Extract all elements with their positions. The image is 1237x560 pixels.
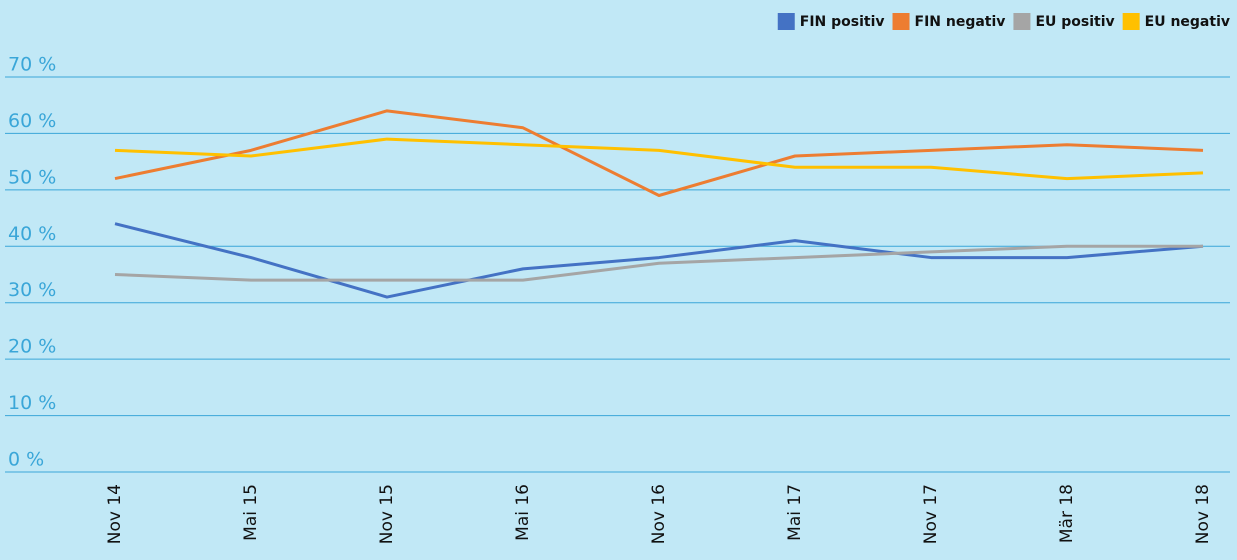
x-tick-label: Nov 16 (649, 484, 669, 544)
y-tick-label: 50 % (8, 166, 56, 188)
legend-swatch (1122, 13, 1140, 30)
series-line (114, 137, 1204, 181)
series-line (114, 109, 1204, 197)
legend-swatch (1013, 13, 1031, 30)
y-tick-label: 20 % (8, 336, 56, 358)
y-tick-label: 10 % (8, 392, 56, 414)
y-tick-label: 30 % (8, 279, 56, 301)
x-tick-label: Nov 18 (1193, 484, 1213, 544)
series-line (114, 244, 1203, 282)
x-tick-label: Mär 18 (1057, 484, 1077, 543)
y-tick-label: 0 % (8, 449, 44, 471)
y-tick-label: 60 % (8, 110, 56, 132)
legend-label: EU negativ (1145, 14, 1230, 30)
legend-swatch (777, 13, 795, 30)
x-tick-label: Mai 15 (241, 484, 261, 541)
x-tick-label: Nov 17 (921, 484, 941, 544)
series-line (114, 222, 1204, 299)
y-tick-label: 40 % (8, 223, 56, 245)
legend-swatch (892, 13, 910, 30)
legend-label: FIN negativ (915, 14, 1006, 30)
legend-label: EU positiv (1035, 14, 1114, 30)
x-tick-label: Nov 15 (377, 484, 397, 544)
x-tick-label: Mai 16 (513, 484, 533, 541)
y-tick-label: 70 % (8, 54, 56, 76)
x-tick-label: Mai 17 (785, 484, 805, 541)
x-tick-label: Nov 14 (105, 484, 125, 544)
legend-label: FIN positiv (800, 14, 885, 30)
